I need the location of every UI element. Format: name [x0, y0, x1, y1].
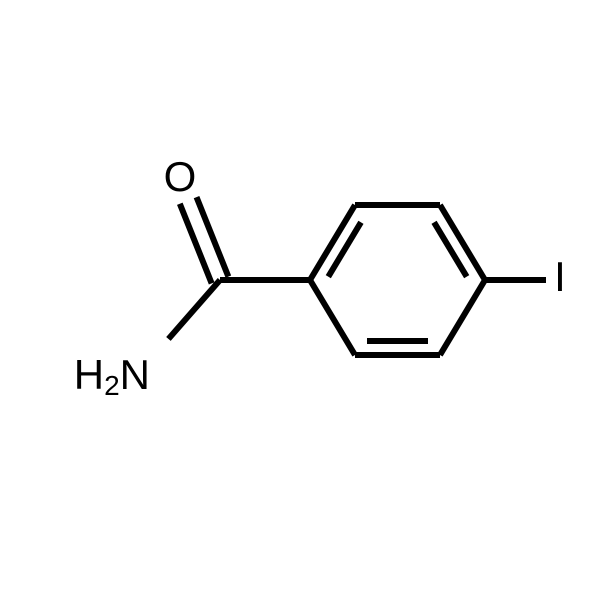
bond — [440, 280, 485, 355]
bond — [168, 280, 220, 339]
bond — [434, 222, 467, 276]
atom-label-I: I — [554, 253, 566, 300]
bond — [310, 280, 355, 355]
bond — [328, 222, 361, 276]
molecule-diagram: O H2N I — [0, 0, 600, 600]
atom-label-N: H2N — [74, 351, 150, 401]
atom-label-O: O — [164, 153, 197, 200]
